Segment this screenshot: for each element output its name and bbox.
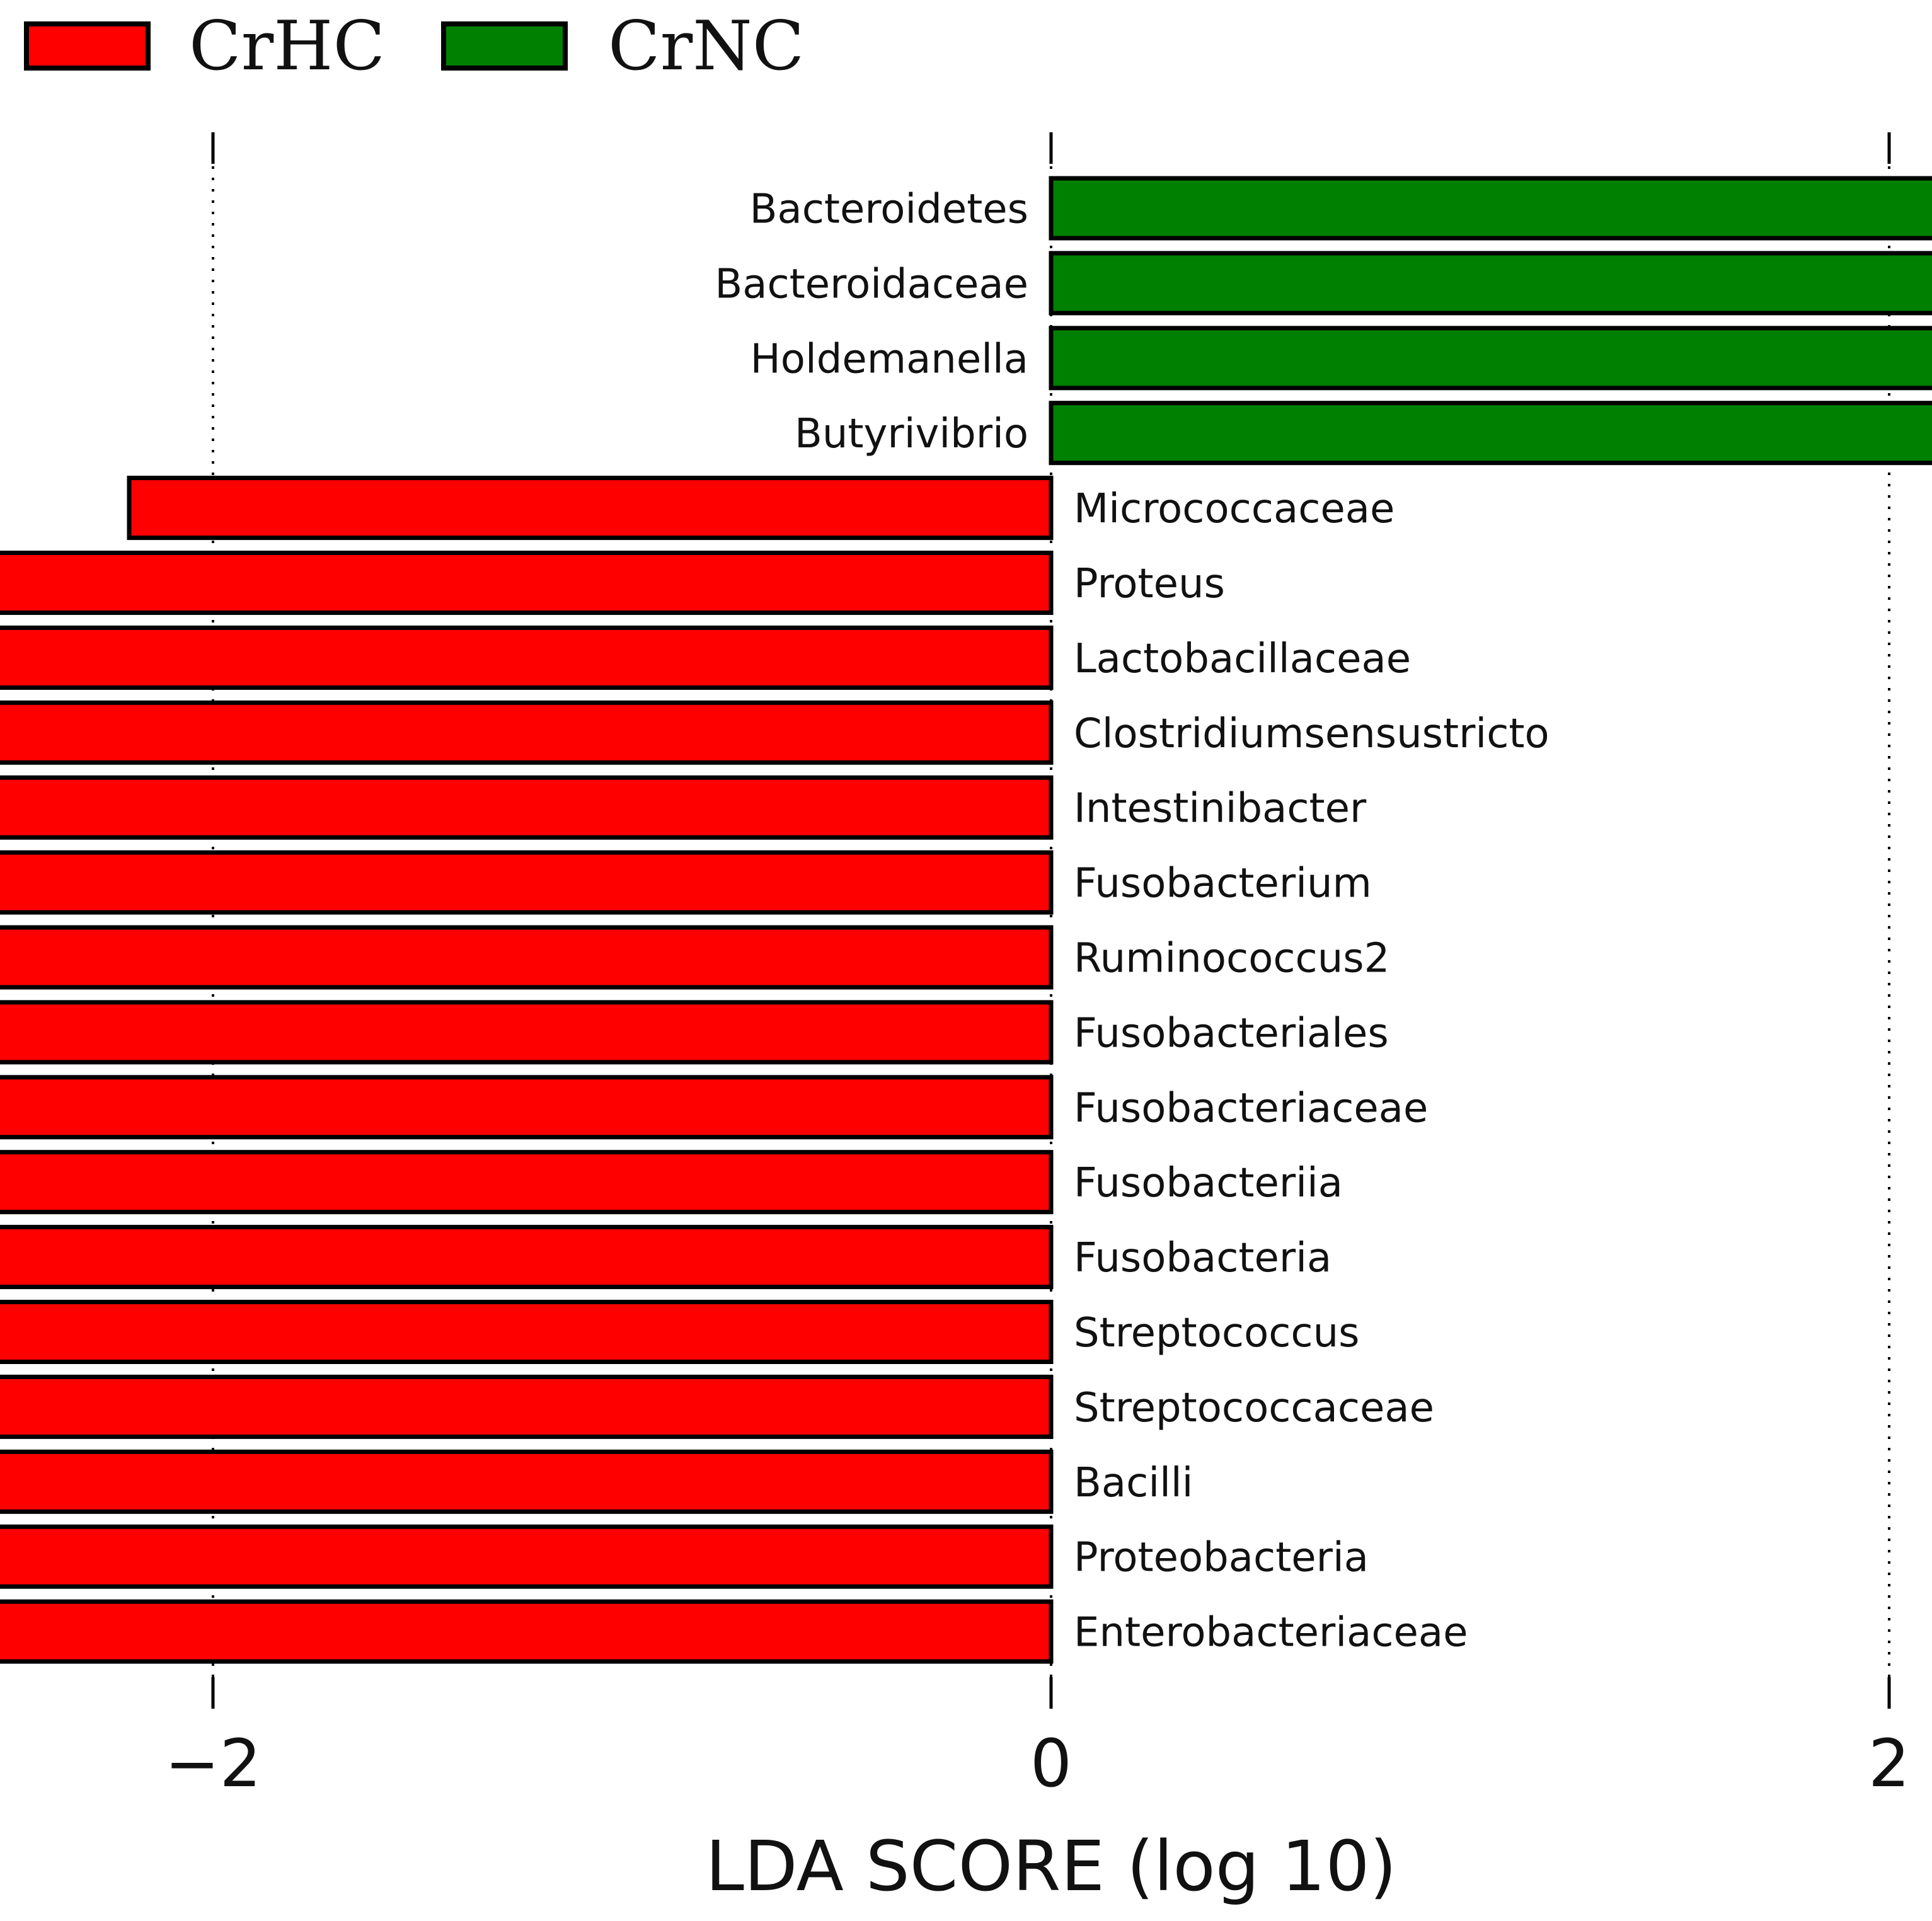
legend-label-crhc: CrHC xyxy=(189,7,385,86)
legend-swatch-crnc xyxy=(441,21,568,71)
bar-fusobacteria xyxy=(0,1225,1054,1290)
bar-label-proteobacteria: Proteobacteria xyxy=(1074,1535,1369,1581)
bar-fusobacterium xyxy=(0,850,1054,915)
bar-label-enterobacteriaceae: Enterobacteriaceae xyxy=(1074,1610,1468,1656)
bar-label-ruminococcus2: Ruminococcus2 xyxy=(1074,936,1389,982)
x-axis: −4−2024 xyxy=(164,132,1910,1802)
bar-label-clostridiumsensustricto: Clostridiumsensustricto xyxy=(1074,711,1550,757)
bar-label-fusobacteriaceae: Fusobacteriaceae xyxy=(1074,1085,1428,1132)
bar-label-fusobacterium: Fusobacterium xyxy=(1074,861,1372,907)
bar-label-proteus: Proteus xyxy=(1074,561,1225,607)
bar-intestinibacter xyxy=(0,775,1054,840)
bar-bacteroidaceae xyxy=(1049,251,1932,316)
x-tick-label: 2 xyxy=(1868,1725,1910,1802)
legend-label-crnc: CrNC xyxy=(608,7,804,86)
bar-bacteroidetes xyxy=(1049,176,1932,241)
bar-label-fusobacteriales: Fusobacteriales xyxy=(1074,1010,1389,1057)
bar-butyrivibrio xyxy=(1049,401,1932,466)
bar-bacilli xyxy=(0,1449,1054,1514)
bar-labels: Bacteroidetes Bacteroidaceae Holdemanella B… xyxy=(715,186,1549,1656)
bars xyxy=(0,176,1932,1664)
bar-label-bacteroidetes: Bacteroidetes xyxy=(750,186,1028,233)
x-axis-title: LDA SCORE (log 10) xyxy=(706,1826,1397,1907)
x-tick-label: −2 xyxy=(164,1725,261,1802)
bar-lactobacillaceae xyxy=(0,625,1054,690)
bar-label-bacteroidaceae: Bacteroidaceae xyxy=(715,261,1028,307)
gridlines xyxy=(212,132,1890,1709)
legend-swatch-crhc xyxy=(24,21,151,71)
bar-fusobacteriia xyxy=(0,1150,1054,1215)
bar-label-holdemanella: Holdemanella xyxy=(750,336,1028,382)
bar-label-lactobacillaceae: Lactobacillaceae xyxy=(1074,636,1411,682)
bar-label-intestinibacter: Intestinibacter xyxy=(1074,786,1367,832)
bar-proteus xyxy=(0,551,1054,615)
bar-fusobacteriales xyxy=(0,1000,1054,1065)
bar-label-micrococcaceae: Micrococcaceae xyxy=(1074,486,1394,532)
x-tick-label: 0 xyxy=(1030,1725,1072,1802)
bar-label-butyrivibrio: Butyrivibrio xyxy=(795,411,1028,457)
bar-proteobacteria xyxy=(0,1524,1054,1589)
bar-fusobacteriaceae xyxy=(0,1075,1054,1140)
bar-label-streptococcaceae: Streptococcaceae xyxy=(1074,1385,1434,1431)
bar-label-fusobacteriia: Fusobacteriia xyxy=(1074,1160,1343,1207)
legend: CrHC CrNC xyxy=(24,7,804,86)
bar-enterobacteriaceae xyxy=(0,1599,1054,1664)
bar-streptococcaceae xyxy=(0,1374,1054,1439)
bar-micrococcaceae xyxy=(127,476,1054,541)
bar-label-fusobacteria: Fusobacteria xyxy=(1074,1235,1331,1282)
bar-label-bacilli: Bacilli xyxy=(1074,1460,1193,1506)
bar-streptococcus xyxy=(0,1300,1054,1364)
bar-ruminococcus2 xyxy=(0,925,1054,990)
bar-label-streptococcus: Streptococcus xyxy=(1074,1310,1360,1356)
bar-holdemanella xyxy=(1049,326,1932,391)
bar-clostridiumsensustricto xyxy=(0,700,1054,765)
